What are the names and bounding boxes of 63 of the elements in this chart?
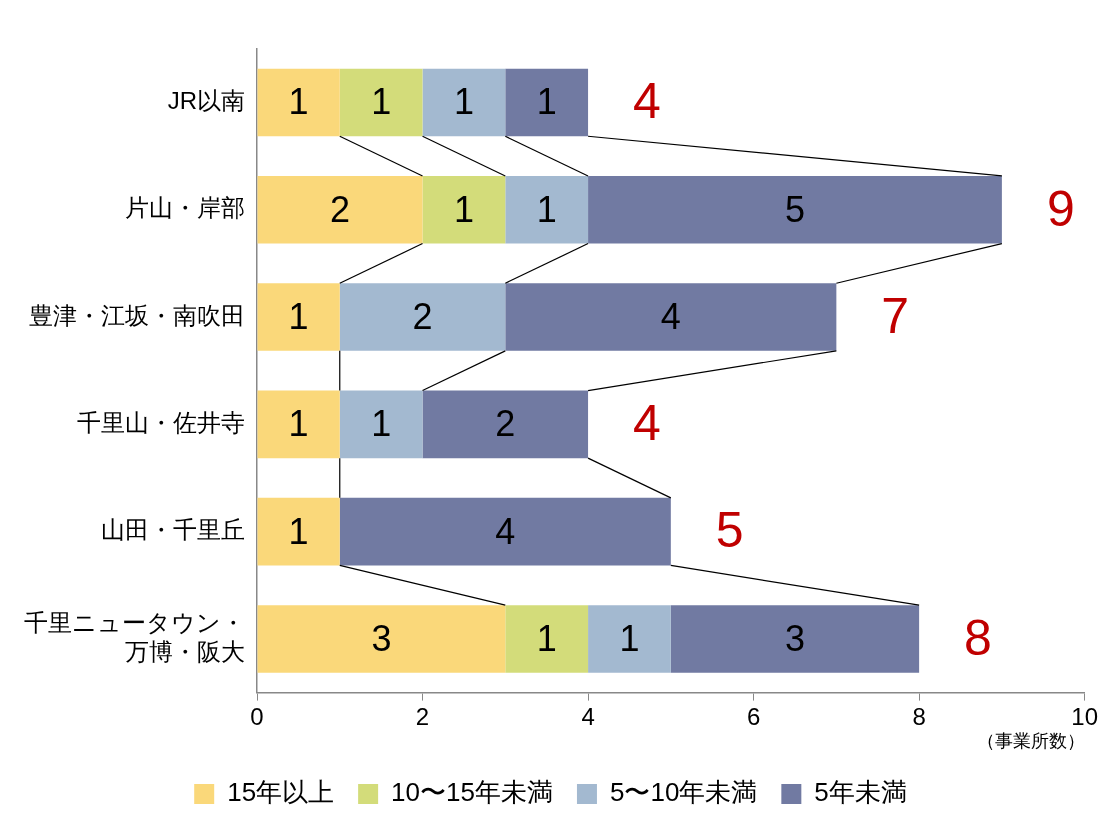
y-tick-label: 千里山・佐井寺: [77, 408, 245, 436]
x-tick-label: 8: [912, 702, 926, 730]
data-label: 1: [536, 81, 557, 123]
bar: [339, 68, 423, 137]
data-label: 1: [371, 403, 392, 445]
data-label: 1: [536, 617, 557, 659]
bar: [257, 175, 423, 244]
bar: [339, 390, 423, 459]
bar: [588, 175, 1002, 244]
data-label: 4: [660, 295, 681, 337]
total-label: 9: [1046, 180, 1075, 237]
total-label: 4: [633, 73, 661, 130]
bar: [339, 283, 506, 351]
y-tick-label: 豊津・江坂・南吹田: [29, 301, 245, 329]
bar: [505, 283, 837, 351]
total-label: 4: [633, 395, 661, 452]
bar: [257, 283, 340, 351]
y-tick-label: 片山・岸部: [125, 194, 245, 222]
data-label: 2: [330, 188, 351, 230]
y-tick-label: JR以南: [167, 87, 245, 115]
data-label: 3: [371, 617, 392, 659]
data-label: 1: [619, 617, 640, 659]
bar: [505, 605, 589, 673]
data-label: 1: [288, 295, 309, 337]
data-label: 1: [536, 188, 557, 230]
legend-label: 15年以上: [227, 777, 335, 808]
x-tick-label: 6: [746, 702, 761, 730]
x-tick-label: 0: [250, 702, 264, 730]
data-label: 1: [288, 81, 309, 123]
bar: [588, 605, 671, 673]
bar: [505, 175, 589, 244]
data-label: 1: [371, 81, 392, 123]
data-label: 1: [453, 188, 474, 230]
bar: [257, 605, 506, 673]
data-label: 2: [412, 295, 433, 337]
total-label: 8: [964, 609, 992, 666]
bar: [339, 497, 671, 566]
data-label: 1: [453, 81, 474, 123]
bar: [505, 68, 589, 137]
bar: [257, 497, 340, 566]
x-tick-label: 4: [581, 702, 595, 730]
bar: [422, 390, 589, 459]
y-tick-label: 千里ニュータウン・万博・阪大: [24, 609, 245, 665]
legend-label: 5年未満: [814, 777, 907, 808]
legend-label: 5〜10年未満: [609, 777, 758, 808]
y-tick-label: 山田・千里丘: [101, 516, 245, 544]
bar: [257, 390, 340, 459]
bar: [422, 68, 506, 137]
bar: [422, 175, 506, 244]
x-tick-label: 2: [415, 702, 430, 730]
legend-label: 10〜15年未満: [391, 777, 553, 808]
x-tick-label: 10: [1071, 702, 1098, 730]
data-label: 5: [784, 188, 805, 230]
bar: [670, 605, 920, 673]
data-label: 3: [784, 617, 805, 659]
total-label: 5: [715, 502, 744, 559]
data-label: 1: [288, 403, 309, 445]
x-axis-title: （事業所数）: [976, 731, 1085, 752]
data-label: 4: [495, 510, 516, 552]
data-label: 1: [288, 510, 309, 552]
data-label: 2: [495, 403, 516, 445]
bar: [257, 68, 340, 137]
total-label: 7: [881, 287, 910, 344]
